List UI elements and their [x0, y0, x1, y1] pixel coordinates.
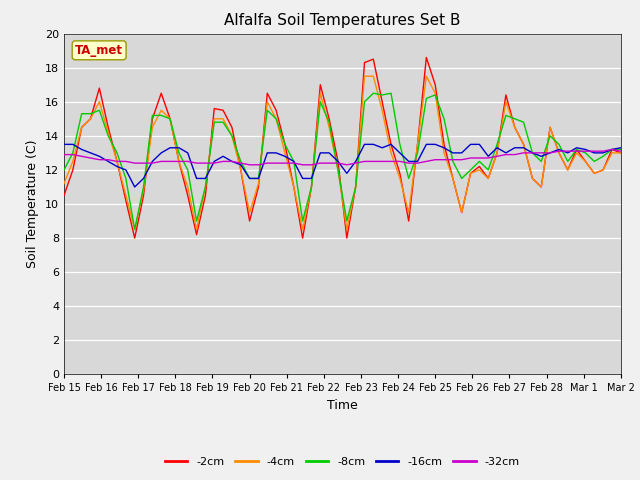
Y-axis label: Soil Temperature (C): Soil Temperature (C): [26, 140, 40, 268]
Text: TA_met: TA_met: [75, 44, 123, 57]
X-axis label: Time: Time: [327, 399, 358, 412]
Title: Alfalfa Soil Temperatures Set B: Alfalfa Soil Temperatures Set B: [224, 13, 461, 28]
Legend: -2cm, -4cm, -8cm, -16cm, -32cm: -2cm, -4cm, -8cm, -16cm, -32cm: [161, 452, 524, 471]
